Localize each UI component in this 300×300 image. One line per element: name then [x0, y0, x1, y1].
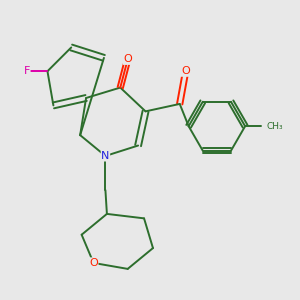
Text: O: O: [89, 258, 98, 268]
Text: O: O: [123, 54, 132, 64]
Text: F: F: [23, 66, 30, 76]
Text: O: O: [181, 66, 190, 76]
Text: N: N: [101, 151, 110, 161]
Text: CH₃: CH₃: [267, 122, 284, 131]
